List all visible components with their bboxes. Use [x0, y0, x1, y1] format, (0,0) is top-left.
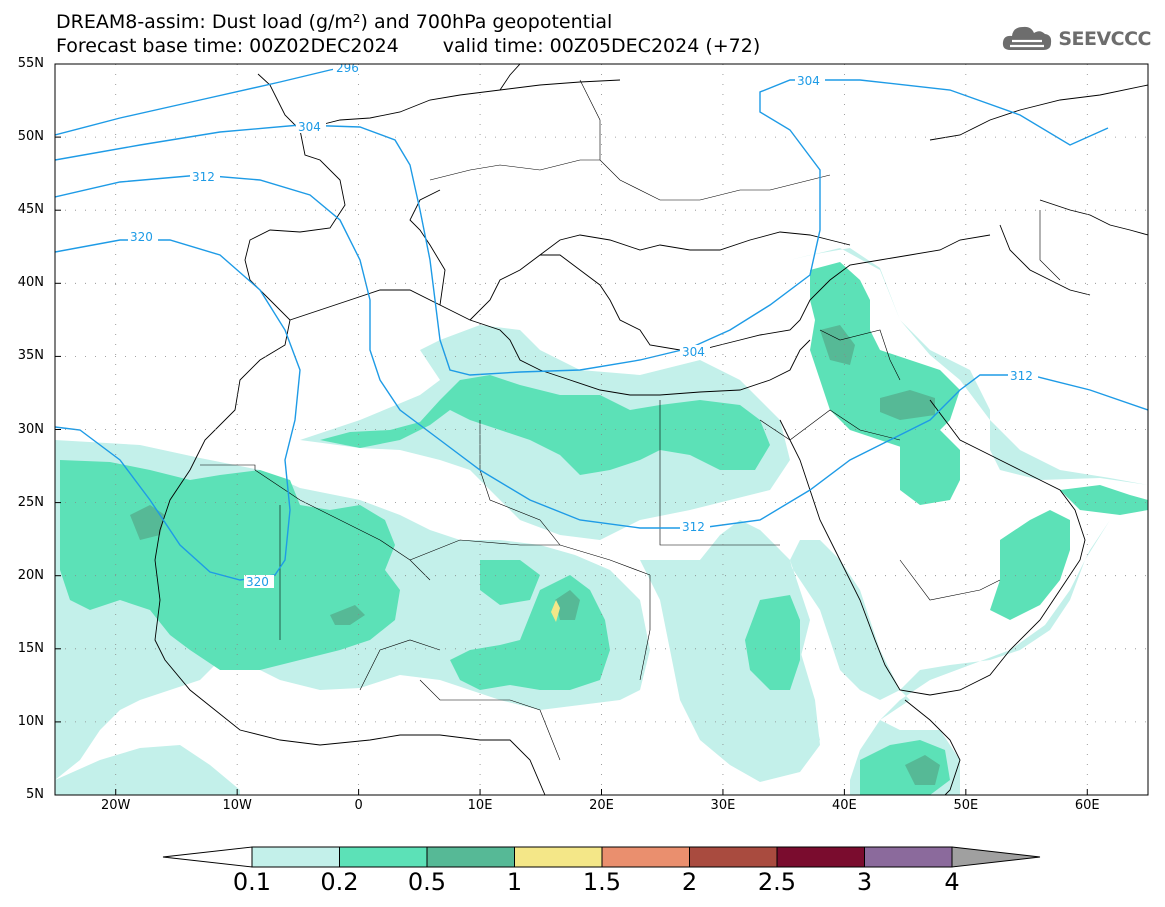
colorbar-swatch — [514, 846, 603, 868]
contour-label: 304 — [682, 345, 705, 359]
lat-tick-label: 30N — [17, 421, 44, 437]
lon-tick-label: 30E — [710, 798, 736, 813]
dust-level-0.2 — [60, 262, 1148, 795]
lat-tick-label: 45N — [17, 202, 44, 218]
lon-tick-label: 20W — [101, 798, 131, 813]
dust-level-0.5 — [130, 325, 940, 785]
colorbar-level-label: 0.1 — [232, 868, 272, 896]
lon-tick-label: 10E — [467, 798, 493, 813]
colorbar-level-label: 4 — [944, 868, 960, 896]
lon-tick-label: 60E — [1074, 798, 1100, 813]
contour-label: 304 — [797, 74, 820, 88]
map-subtitle: Forecast base time: 00Z02DEC2024 valid ti… — [56, 36, 760, 56]
lon-tick-label: 10W — [222, 798, 252, 813]
seevccc-logo: SEEVCCC — [1000, 22, 1151, 56]
colorbar-swatch — [864, 846, 953, 868]
colorbar-swatch — [339, 846, 428, 868]
colorbar-swatch — [689, 846, 778, 868]
lat-tick-label: 35N — [17, 348, 44, 364]
dust-level-1 — [551, 600, 560, 622]
valid-time: valid time: 00Z05DEC2024 (+72) — [442, 35, 761, 57]
colorbar-level-label: 3 — [856, 868, 873, 896]
contour-label: 312 — [192, 170, 215, 184]
colorbar-swatch — [251, 846, 340, 868]
contour-label: 304 — [298, 120, 321, 134]
lat-tick-label: 40N — [17, 275, 44, 291]
contour-label: 312 — [682, 520, 705, 534]
colorbar-level-label: 0.5 — [407, 868, 447, 896]
map-field: 296 304 312 320 304 304 312 312 320 — [55, 61, 1148, 795]
lon-tick-label: 20E — [589, 798, 614, 813]
lon-tick-label: 50E — [953, 798, 979, 813]
colorbar-low-arrow — [162, 846, 253, 868]
grid — [55, 64, 1148, 795]
contour-label: 320 — [130, 230, 153, 244]
colorbar-swatch — [776, 846, 865, 868]
lon-tick-label: 0 — [354, 798, 363, 813]
contour-label: 312 — [1010, 369, 1033, 383]
lat-tick-label: 55N — [17, 56, 44, 71]
colorbar-level-label: 0.2 — [320, 868, 359, 896]
colorbar-high-arrow — [951, 846, 1041, 868]
contour-labels: 296 304 312 320 304 304 312 312 320 — [128, 61, 1038, 589]
colorbar-level-label: 1 — [506, 868, 523, 896]
colorbar-level-label: 1.5 — [582, 868, 622, 896]
lat-tick-label: 50N — [17, 129, 44, 145]
lat-tick-label: 5N — [26, 787, 44, 802]
lat-tick-label: 20N — [17, 567, 44, 583]
lat-tick-label: 15N — [17, 640, 44, 656]
colorbar-level-label: 2 — [681, 868, 698, 896]
lon-tick-label: 40E — [831, 798, 857, 813]
colorbar-swatch — [601, 846, 690, 868]
logo-text: SEEVCCC — [1058, 28, 1151, 50]
forecast-base-time: Forecast base time: 00Z02DEC2024 — [56, 35, 399, 57]
lat-tick-label: 25N — [17, 494, 44, 510]
colorbar — [162, 846, 1041, 868]
colorbar-level-label: 2.5 — [757, 868, 797, 896]
contour-label: 320 — [246, 575, 269, 589]
lat-tick-label: 10N — [17, 713, 44, 729]
map-title: DREAM8-assim: Dust load (g/m²) and 700hP… — [56, 11, 613, 33]
axis-ticks — [55, 63, 1088, 796]
contour-label: 296 — [336, 61, 359, 75]
colorbar-swatch — [426, 846, 515, 868]
borders — [200, 79, 1061, 761]
cloud-icon — [1003, 26, 1052, 50]
